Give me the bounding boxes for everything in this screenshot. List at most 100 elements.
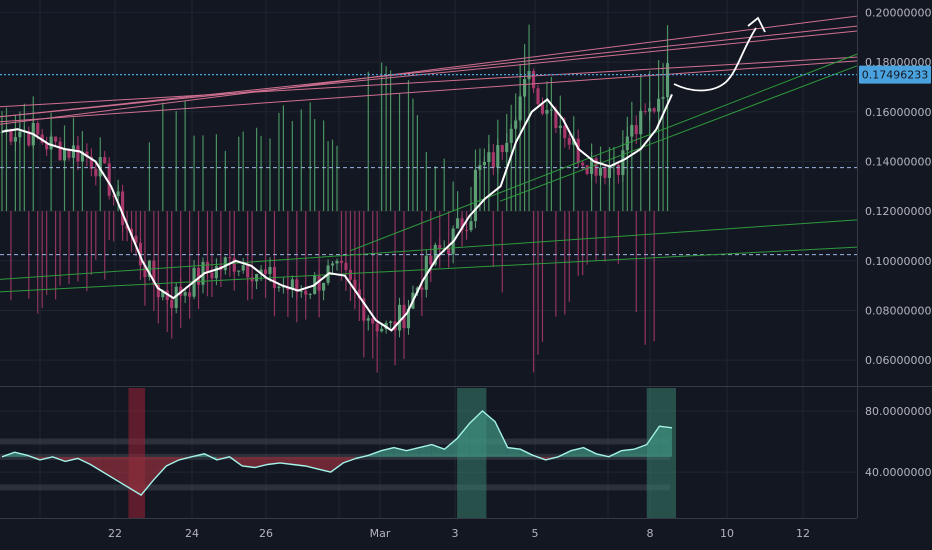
candle-body: [563, 125, 567, 139]
price-axis-tick-label: 0.20000000: [865, 6, 931, 19]
candle-body: [129, 228, 134, 236]
candle-body: [268, 266, 272, 275]
candle-body: [406, 308, 411, 329]
candle-body: [85, 151, 89, 157]
time-axis-tick-label: 24: [185, 527, 199, 540]
candle-body: [13, 137, 17, 142]
candle-body: [134, 235, 138, 243]
oscillator-cloud: [103, 456, 116, 480]
candle-body: [58, 141, 62, 161]
candle-body: [362, 298, 366, 321]
price-axis-tick-label: 0.14000000: [865, 155, 931, 168]
candle-body: [424, 255, 428, 290]
highlight-column: [128, 388, 146, 518]
price-axis-tick-label: 0.10000000: [865, 255, 931, 268]
projection-arrowhead: [747, 16, 766, 33]
oscillator-cloud: [393, 447, 407, 457]
oscillator-cloud: [115, 456, 129, 488]
candle-body: [170, 299, 174, 309]
candle-body: [237, 270, 241, 272]
candle-body: [259, 269, 263, 274]
candle-body: [366, 318, 370, 321]
candle-body: [322, 282, 326, 291]
candle-body: [156, 284, 160, 298]
oscillator-cloud: [305, 456, 319, 470]
candle-body: [161, 290, 165, 298]
candle-body: [397, 304, 402, 331]
candle-body: [603, 167, 607, 178]
candle-body: [62, 149, 67, 161]
oscillator-panel[interactable]: [0, 388, 676, 518]
candle-body: [94, 168, 98, 177]
oscillator-axis-tick-label: 80.00000000: [865, 405, 932, 418]
candle-body: [98, 157, 102, 177]
oscillator-cloud: [153, 456, 167, 480]
candle-body: [205, 261, 210, 273]
candle-body: [616, 164, 620, 175]
candle-body: [80, 151, 84, 162]
candle-body: [344, 262, 348, 270]
support-trendline: [0, 246, 858, 293]
candle-body: [232, 258, 236, 272]
candle-body: [107, 163, 111, 196]
candle-body: [380, 328, 384, 332]
candle-body: [447, 248, 451, 255]
oscillator-cloud: [621, 449, 635, 457]
time-axis-tick-label: 12: [796, 527, 810, 540]
candle-body: [121, 191, 125, 226]
candle-body: [228, 257, 232, 259]
candle-body: [9, 129, 13, 142]
resistance-trendline: [0, 25, 858, 118]
oscillator-cloud: [444, 438, 458, 457]
oscillator-cloud: [646, 426, 660, 457]
oscillator-cloud: [634, 444, 647, 457]
candle-body: [210, 272, 214, 279]
candle-body: [496, 145, 500, 168]
time-axis-tick-label: 10: [720, 527, 734, 540]
oscillator-cloud: [242, 456, 255, 468]
oscillator-cloud: [280, 456, 293, 465]
candle-body: [49, 136, 53, 150]
oscillator-cloud: [457, 423, 470, 457]
oscillator-cloud: [583, 447, 597, 457]
candle-body: [246, 265, 250, 278]
oscillator-cloud: [330, 456, 344, 473]
candle-body: [621, 150, 625, 175]
price-axis-tick-label: 0.16000000: [865, 106, 931, 119]
candle-body: [665, 63, 670, 98]
oscillator-cloud: [406, 447, 420, 457]
candle-body: [348, 269, 352, 280]
candle-body: [290, 279, 294, 290]
candle-body: [558, 125, 562, 128]
oscillator-cloud: [570, 447, 584, 457]
candle-body: [554, 109, 558, 128]
candle-body: [330, 263, 335, 266]
price-axis-tick-label: 0.08000000: [865, 304, 931, 317]
candle-body: [648, 108, 652, 112]
candle-body: [89, 156, 93, 169]
candle-body: [438, 244, 442, 250]
candle-body: [491, 152, 495, 168]
candle-body: [464, 229, 469, 231]
candle-body: [509, 128, 513, 143]
candle-body: [371, 318, 375, 324]
candle-body: [598, 167, 603, 176]
candle-body: [152, 260, 156, 285]
oscillator-cloud: [381, 447, 394, 457]
candle-body: [514, 120, 518, 129]
price-axis-tick-label: 0.12000000: [865, 205, 931, 218]
oscillator-cloud: [659, 426, 672, 457]
candle-body: [607, 165, 612, 178]
candle-body: [27, 131, 31, 146]
oscillator-cloud: [482, 410, 496, 457]
candle-body: [630, 125, 634, 137]
candle-body: [183, 292, 187, 296]
candle-body: [389, 321, 393, 324]
candle-body: [657, 98, 661, 112]
time-axis-tick-label: 26: [259, 527, 273, 540]
candle-body: [299, 290, 303, 292]
candle-body: [214, 265, 218, 279]
candle-body: [0, 131, 4, 133]
price-panel[interactable]: [0, 15, 858, 373]
